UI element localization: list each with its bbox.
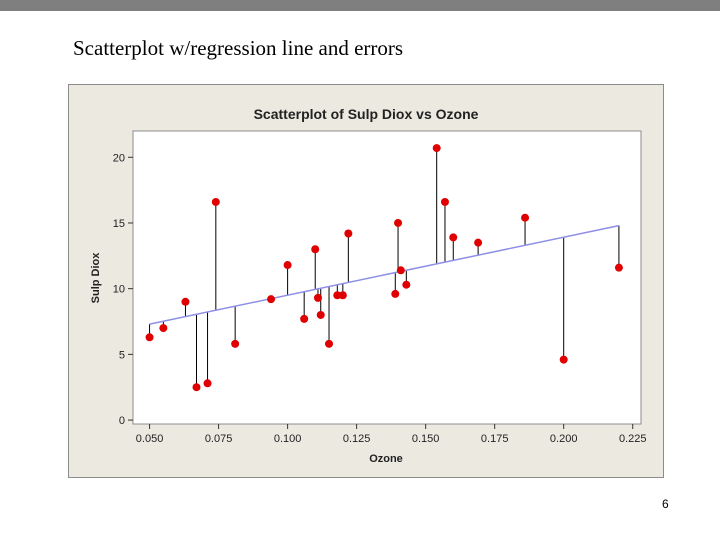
data-point xyxy=(344,229,353,238)
data-point xyxy=(521,213,530,222)
plot-area xyxy=(132,130,642,425)
x-tick-label: 0.050 xyxy=(136,433,164,445)
chart-frame: Scatterplot of Sulp Diox vs Ozone 0.050 0… xyxy=(68,84,664,478)
data-point xyxy=(313,293,322,302)
data-point xyxy=(449,233,458,242)
data-point xyxy=(316,310,325,319)
x-tick-label: 0.125 xyxy=(343,433,371,445)
data-point xyxy=(211,197,220,206)
y-tick-label: 20 xyxy=(113,152,125,164)
data-point xyxy=(474,238,483,247)
slide-title: Scatterplot w/regression line and errors xyxy=(73,36,404,60)
data-point xyxy=(325,339,334,348)
data-point xyxy=(231,339,240,348)
top-bar xyxy=(0,0,720,11)
y-tick-label: 5 xyxy=(119,349,125,361)
x-tick-label: 0.100 xyxy=(274,433,302,445)
data-point xyxy=(391,289,400,298)
data-point xyxy=(159,324,168,333)
scatter-chart: Scatterplot of Sulp Diox vs Ozone 0.050 0… xyxy=(90,106,647,465)
data-point xyxy=(396,266,405,275)
y-tick-label: 0 xyxy=(119,415,125,427)
x-tick-label: 0.225 xyxy=(619,433,647,445)
data-point xyxy=(559,355,568,364)
y-axis-label: Sulp Diox xyxy=(90,252,102,304)
page-number: 6 xyxy=(662,497,669,511)
x-axis-label: Ozone xyxy=(369,453,403,465)
data-points xyxy=(145,144,623,392)
data-point xyxy=(432,144,441,153)
residual-lines xyxy=(149,148,620,388)
data-point xyxy=(267,295,276,304)
data-point xyxy=(181,297,190,306)
x-tick-label: 0.175 xyxy=(481,433,509,445)
y-tick-label: 15 xyxy=(113,218,125,230)
data-point xyxy=(203,379,212,388)
data-point xyxy=(283,261,292,270)
data-point xyxy=(333,291,342,300)
data-point xyxy=(614,263,623,272)
data-point xyxy=(192,383,201,392)
x-tick-label: 0.150 xyxy=(412,433,440,445)
y-tick-label: 10 xyxy=(113,284,125,296)
data-point xyxy=(311,245,320,254)
regression-layer xyxy=(149,224,620,325)
regression-line xyxy=(149,224,620,325)
data-point xyxy=(394,218,403,227)
axes: 0.050 0.075 0.100 0.125 0.150 0.175 0.200 0.225… xyxy=(113,152,647,445)
data-point xyxy=(338,291,347,300)
data-point xyxy=(300,314,309,323)
data-point xyxy=(145,333,154,342)
data-point xyxy=(402,280,411,289)
chart-title: Scatterplot of Sulp Diox vs Ozone xyxy=(254,106,479,122)
x-tick-label: 0.075 xyxy=(205,433,233,445)
x-tick-label: 0.200 xyxy=(550,433,578,445)
data-point xyxy=(440,197,449,206)
